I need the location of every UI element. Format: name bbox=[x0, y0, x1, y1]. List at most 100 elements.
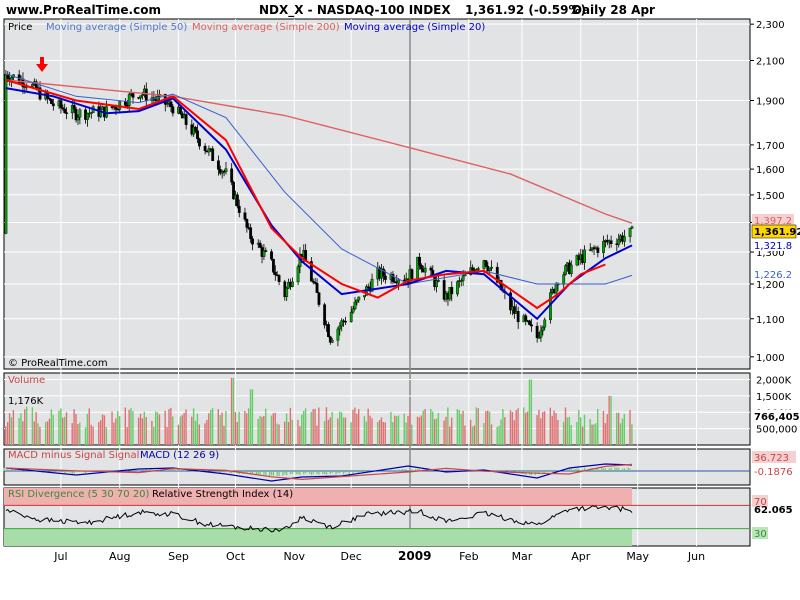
candle-body bbox=[370, 278, 374, 292]
macd-hist-bar bbox=[278, 471, 280, 476]
period-label: Daily 28 Apr bbox=[572, 3, 655, 17]
volume-bar bbox=[337, 418, 339, 445]
macd-hist-bar bbox=[162, 470, 164, 471]
macd-signal-line bbox=[5, 463, 633, 481]
volume-bar bbox=[299, 426, 301, 445]
volume-bar bbox=[265, 408, 267, 445]
volume-bar bbox=[579, 417, 582, 445]
volume-bar bbox=[581, 426, 584, 445]
volume-bar bbox=[511, 411, 514, 445]
volume-bar bbox=[5, 426, 7, 445]
volume-bar bbox=[204, 423, 206, 445]
volume-bar bbox=[12, 410, 15, 445]
volume-bar bbox=[206, 419, 208, 445]
volume-bar bbox=[469, 419, 472, 445]
candle-body bbox=[338, 325, 342, 330]
candle-body bbox=[114, 106, 118, 110]
candle-body bbox=[272, 258, 275, 273]
volume-bar bbox=[263, 416, 265, 445]
candle-body bbox=[628, 227, 632, 237]
macd-hist-bar bbox=[166, 470, 168, 471]
candle-body bbox=[315, 283, 319, 293]
volume-bar bbox=[118, 416, 121, 445]
volume-bar bbox=[568, 416, 570, 445]
volume-bar bbox=[485, 411, 487, 445]
volume-bar bbox=[168, 409, 170, 445]
volume-bar bbox=[339, 411, 341, 445]
volume-bar bbox=[456, 409, 459, 445]
volume-bar bbox=[183, 413, 185, 445]
macd-hist-bar bbox=[18, 469, 20, 471]
candle-body bbox=[99, 109, 103, 117]
volume-bar bbox=[528, 379, 531, 445]
volume-bar bbox=[365, 421, 367, 445]
macd-hist-bar bbox=[508, 471, 510, 472]
candle-body bbox=[89, 112, 93, 114]
macd-hist-bar bbox=[582, 469, 584, 471]
volume-bar bbox=[25, 406, 28, 445]
volume-bar bbox=[236, 421, 238, 445]
candle-body bbox=[382, 268, 385, 277]
y-tick-label: 2,100 bbox=[756, 57, 785, 68]
candle-body bbox=[232, 181, 235, 200]
candle-body bbox=[535, 325, 539, 338]
volume-bar bbox=[430, 408, 432, 445]
candle-body bbox=[323, 304, 327, 326]
y-tick-label: 1,900 bbox=[756, 96, 785, 107]
rsi-title-2: Relative Strength Index (14) bbox=[152, 489, 293, 500]
ma-red-line bbox=[5, 79, 606, 310]
candle-body bbox=[340, 320, 344, 327]
site-name[interactable]: www.ProRealTime.com bbox=[6, 3, 161, 17]
candle-body bbox=[623, 236, 626, 242]
volume-bar bbox=[185, 409, 187, 445]
macd-hist-bar bbox=[316, 471, 318, 475]
macd-hist-bar bbox=[597, 467, 599, 471]
candle-body bbox=[237, 205, 241, 213]
volume-bar bbox=[33, 421, 35, 445]
candle-body bbox=[262, 250, 266, 257]
volume-bar bbox=[604, 423, 607, 445]
quote-value: 1,361.92 (-0.59%) bbox=[465, 3, 586, 17]
macd-hist-bar bbox=[217, 471, 219, 473]
macd-hist-bar bbox=[60, 471, 62, 473]
candle-body bbox=[127, 94, 131, 106]
volume-bar bbox=[327, 419, 330, 445]
macd-hist-bar bbox=[250, 471, 252, 474]
macd-hist-bar bbox=[627, 467, 629, 471]
volume-bar bbox=[483, 423, 485, 445]
macd-hist-bar bbox=[398, 469, 400, 471]
candle-body bbox=[4, 73, 8, 234]
candle-body bbox=[569, 264, 573, 274]
volume-bar bbox=[325, 407, 328, 445]
volume-bar bbox=[141, 418, 144, 445]
macd-hist-bar bbox=[265, 471, 267, 476]
volume-bar bbox=[132, 411, 134, 445]
candle-body bbox=[488, 268, 492, 271]
volume-bar bbox=[350, 422, 352, 445]
volume-bar bbox=[517, 408, 519, 445]
macd-hist-bar bbox=[215, 471, 218, 472]
macd-hist-bar bbox=[623, 468, 626, 471]
candle-body bbox=[391, 274, 395, 282]
candle-body bbox=[207, 148, 211, 153]
volume-bar bbox=[88, 408, 90, 445]
candle-body bbox=[435, 280, 438, 288]
macd-hist-bar bbox=[371, 470, 373, 471]
volume-bar bbox=[380, 417, 383, 445]
volume-bar bbox=[10, 417, 13, 445]
volume-bar bbox=[124, 407, 127, 445]
volume-bar bbox=[92, 426, 94, 445]
volume-bar bbox=[356, 413, 358, 445]
volume-bar bbox=[395, 416, 398, 445]
candle-body bbox=[383, 275, 387, 280]
macd-hist-bar bbox=[303, 471, 305, 475]
volume-bar bbox=[177, 424, 180, 445]
macd-hist-bar bbox=[574, 468, 576, 471]
x-tick-label: Nov bbox=[284, 550, 306, 563]
candle-body bbox=[588, 249, 592, 252]
volume-bar bbox=[447, 407, 449, 445]
y-tick-label: 1,200 bbox=[756, 280, 785, 291]
macd-hist-bar bbox=[435, 471, 438, 472]
macd-hist-bar bbox=[259, 471, 261, 475]
volume-bar bbox=[238, 411, 240, 445]
